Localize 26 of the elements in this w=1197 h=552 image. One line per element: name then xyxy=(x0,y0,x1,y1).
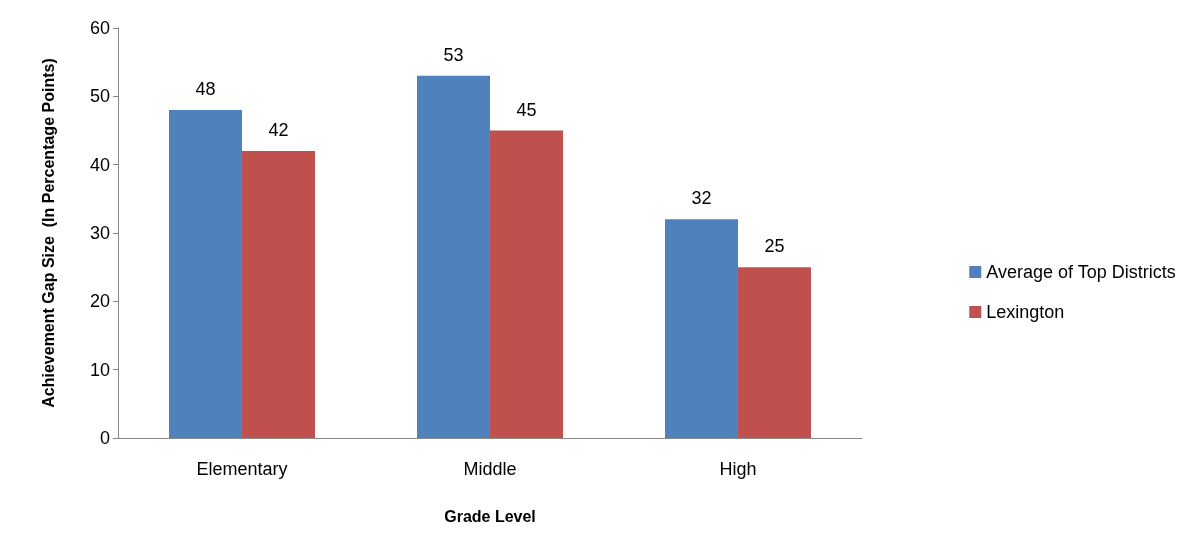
bar xyxy=(490,130,563,438)
y-tick-label: 30 xyxy=(89,223,110,243)
legend-label: Lexington xyxy=(986,302,1065,322)
y-tick-label: 40 xyxy=(89,154,110,175)
y-tick-label: 0 xyxy=(99,428,110,448)
data-label: 48 xyxy=(195,79,216,99)
data-label: 25 xyxy=(764,236,785,257)
bar xyxy=(738,267,811,438)
y-tick-label: 20 xyxy=(89,291,110,312)
y-tick-label: 50 xyxy=(89,86,110,107)
x-tick-label: High xyxy=(719,459,757,479)
bar xyxy=(417,75,490,438)
data-label: 32 xyxy=(691,188,712,209)
x-tick-label: Middle xyxy=(463,459,517,479)
x-tick-label: Elementary xyxy=(196,459,288,479)
data-label: 42 xyxy=(268,120,289,140)
bar xyxy=(665,219,738,438)
x-axis-title: Grade Level xyxy=(444,507,536,525)
bar xyxy=(242,151,315,438)
y-tick-label: 60 xyxy=(89,18,110,38)
legend-label: Average of Top Districts xyxy=(986,262,1176,282)
y-axis-title: Achievement Gap Size (In Percentage Points) xyxy=(39,58,57,408)
data-label: 53 xyxy=(443,44,464,65)
bar xyxy=(169,110,242,438)
y-tick-label: 10 xyxy=(89,359,110,380)
data-label: 45 xyxy=(516,99,537,120)
